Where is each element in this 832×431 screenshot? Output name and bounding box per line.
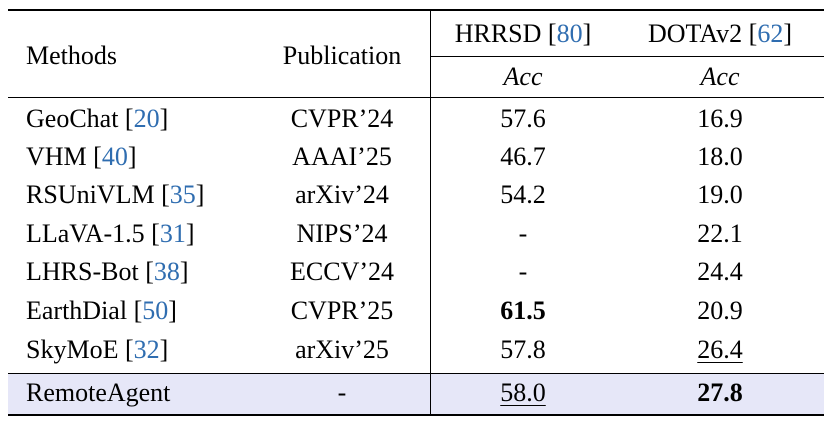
top-rule [8, 9, 824, 11]
table-row-hrrsd: 57.8 [430, 334, 616, 366]
method-name: VHM [26, 142, 87, 171]
table-row-hrrsd: 57.6 [430, 103, 616, 135]
method-name: LLaVA-1.5 [26, 219, 145, 248]
table-row-hrrsd: 46.7 [430, 141, 616, 173]
dota-value: 26.4 [697, 335, 743, 364]
table-row-dota: 18.0 [616, 141, 824, 173]
table-row-dota: 27.8 [616, 377, 824, 409]
citation-link[interactable]: 40 [101, 142, 128, 171]
dota-metric: Acc [700, 62, 740, 91]
dota-value: 18.0 [697, 142, 743, 171]
dota-value: 24.4 [697, 257, 743, 286]
method-name: RemoteAgent [26, 378, 171, 407]
group-rule [430, 56, 824, 57]
hrrsd-metric: Acc [503, 62, 543, 91]
table-row-dota: 19.0 [616, 179, 824, 211]
table-row-dota: 20.9 [616, 295, 824, 327]
table-row-publication: AAAI’25 [292, 142, 392, 171]
table-row-method: VHM [40] [26, 142, 137, 171]
dota-name: DOTAv2 [647, 19, 743, 48]
table-row-dota: 26.4 [616, 334, 824, 366]
header-methods: Methods [26, 41, 117, 70]
dota-value: 16.9 [697, 104, 743, 133]
table-row-method: RemoteAgent [26, 377, 170, 409]
hrrsd-value: 57.6 [500, 104, 546, 133]
hrrsd-value: 46.7 [500, 142, 546, 171]
table-row-method: GeoChat [20] [26, 104, 169, 133]
header-hrrsd: HRRSD [80] [454, 19, 592, 48]
table-row-method: LLaVA-1.5 [31] [26, 219, 195, 248]
dota-value: 22.1 [697, 219, 743, 248]
table-row-publication: arXiv’25 [295, 335, 389, 364]
table-row-method: EarthDial [50] [26, 296, 177, 325]
dota-value: 19.0 [697, 180, 743, 209]
header-dota: DOTAv2 [62] [647, 19, 793, 48]
citation-link[interactable]: 50 [142, 296, 169, 325]
method-name: RSUniVLM [26, 180, 155, 209]
table-row-hrrsd: 61.5 [430, 295, 616, 327]
table-row-dota: 16.9 [616, 103, 824, 135]
table-row-publication: - [337, 378, 347, 407]
hrrsd-ref-link[interactable]: 80 [556, 19, 583, 48]
hrrsd-value: 57.8 [500, 335, 546, 364]
column-separator [430, 11, 431, 414]
mid-rule [8, 373, 824, 374]
dota-ref-link[interactable]: 62 [757, 19, 784, 48]
dota-value: 27.8 [697, 378, 743, 407]
table-row-hrrsd: - [430, 256, 616, 288]
citation-link[interactable]: 35 [169, 180, 196, 209]
table-row-publication: CVPR’24 [290, 104, 394, 133]
hrrsd-value: 61.5 [500, 296, 546, 325]
table-row-publication: ECCV’24 [290, 257, 394, 286]
table-row-hrrsd: 54.2 [430, 179, 616, 211]
hrrsd-value: 58.0 [500, 378, 546, 407]
method-name: LHRS-Bot [26, 257, 139, 286]
table-row-method: SkyMoE [32] [26, 335, 169, 364]
table-row-method: RSUniVLM [35] [26, 180, 205, 209]
table-row-method: LHRS-Bot [38] [26, 257, 189, 286]
hrrsd-value: - [518, 219, 528, 248]
hrrsd-value: 54.2 [500, 180, 546, 209]
highlight-row-background [8, 374, 824, 414]
table-row-dota: 22.1 [616, 218, 824, 250]
table-row-hrrsd: 58.0 [430, 377, 616, 409]
header-rule [8, 97, 824, 98]
method-name: SkyMoE [26, 335, 119, 364]
table-row-dota: 24.4 [616, 256, 824, 288]
bottom-rule [8, 414, 824, 416]
citation-link[interactable]: 38 [153, 257, 180, 286]
method-name: EarthDial [26, 296, 128, 325]
hrrsd-name: HRRSD [454, 19, 542, 48]
table-row-publication: CVPR’25 [290, 296, 394, 325]
method-name: GeoChat [26, 104, 119, 133]
citation-link[interactable]: 31 [159, 219, 186, 248]
table-row-hrrsd: - [430, 218, 616, 250]
hrrsd-value: - [518, 257, 528, 286]
citation-link[interactable]: 20 [133, 104, 160, 133]
table-row-publication: arXiv’24 [295, 180, 389, 209]
citation-link[interactable]: 32 [133, 335, 160, 364]
results-table: Methods Publication HRRSD [80] DOTAv2 [6… [8, 0, 824, 431]
dota-value: 20.9 [697, 296, 743, 325]
table-row-publication: NIPS’24 [296, 219, 388, 248]
header-publication: Publication [282, 41, 402, 70]
